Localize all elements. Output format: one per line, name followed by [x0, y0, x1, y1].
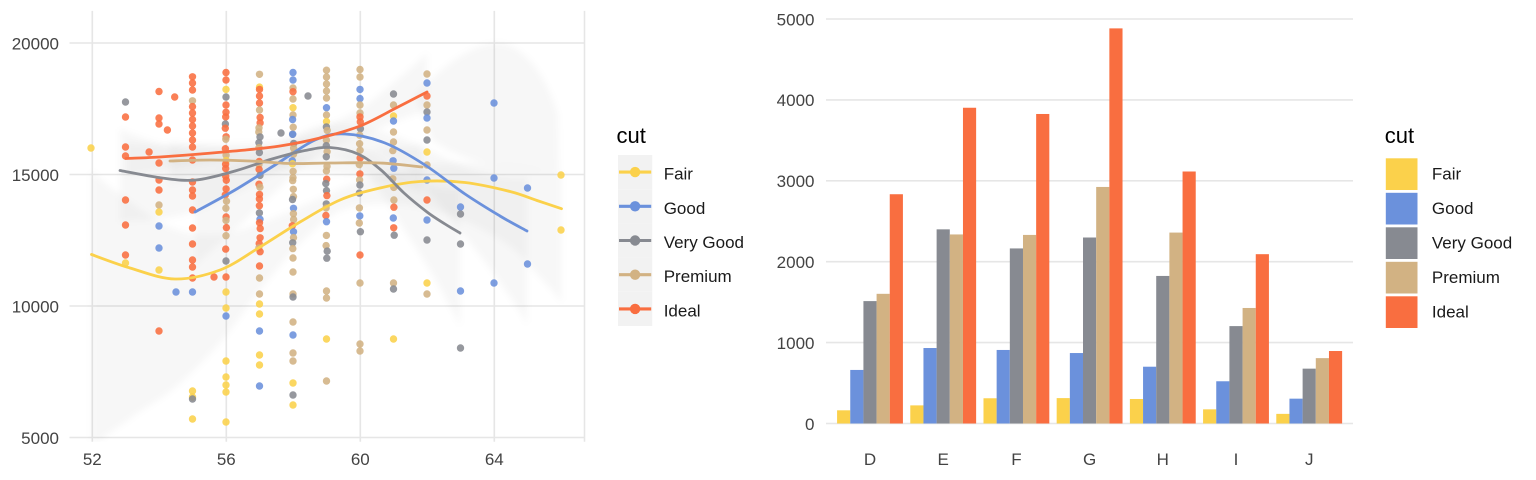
svg-text:Premium: Premium — [664, 267, 732, 286]
svg-text:20000: 20000 — [12, 34, 59, 53]
svg-text:0: 0 — [805, 415, 814, 434]
svg-text:1000: 1000 — [777, 334, 815, 353]
svg-text:D: D — [864, 450, 876, 469]
svg-text:2000: 2000 — [777, 253, 815, 272]
svg-text:Ideal: Ideal — [664, 301, 701, 320]
svg-text:Very Good: Very Good — [664, 233, 744, 252]
svg-text:Fair: Fair — [664, 165, 694, 184]
svg-text:J: J — [1305, 450, 1314, 469]
svg-text:60: 60 — [351, 450, 370, 469]
svg-text:Ideal: Ideal — [1432, 303, 1469, 322]
svg-text:Good: Good — [664, 199, 706, 218]
svg-text:3000: 3000 — [777, 172, 815, 191]
svg-text:5000: 5000 — [777, 10, 815, 29]
svg-text:Very Good: Very Good — [1432, 234, 1512, 253]
svg-text:10000: 10000 — [12, 297, 59, 316]
svg-text:15000: 15000 — [12, 166, 59, 185]
svg-text:cut: cut — [617, 123, 646, 148]
svg-text:56: 56 — [217, 450, 236, 469]
svg-text:cut: cut — [1385, 123, 1414, 148]
svg-text:Good: Good — [1432, 199, 1474, 218]
svg-text:52: 52 — [83, 450, 102, 469]
svg-text:H: H — [1157, 450, 1169, 469]
svg-text:E: E — [938, 450, 949, 469]
svg-text:64: 64 — [485, 450, 504, 469]
svg-text:I: I — [1234, 450, 1239, 469]
svg-text:4000: 4000 — [777, 91, 815, 110]
svg-text:F: F — [1011, 450, 1021, 469]
svg-text:Premium: Premium — [1432, 268, 1500, 287]
svg-text:Fair: Fair — [1432, 165, 1462, 184]
svg-text:G: G — [1083, 450, 1096, 469]
svg-text:5000: 5000 — [21, 429, 59, 448]
